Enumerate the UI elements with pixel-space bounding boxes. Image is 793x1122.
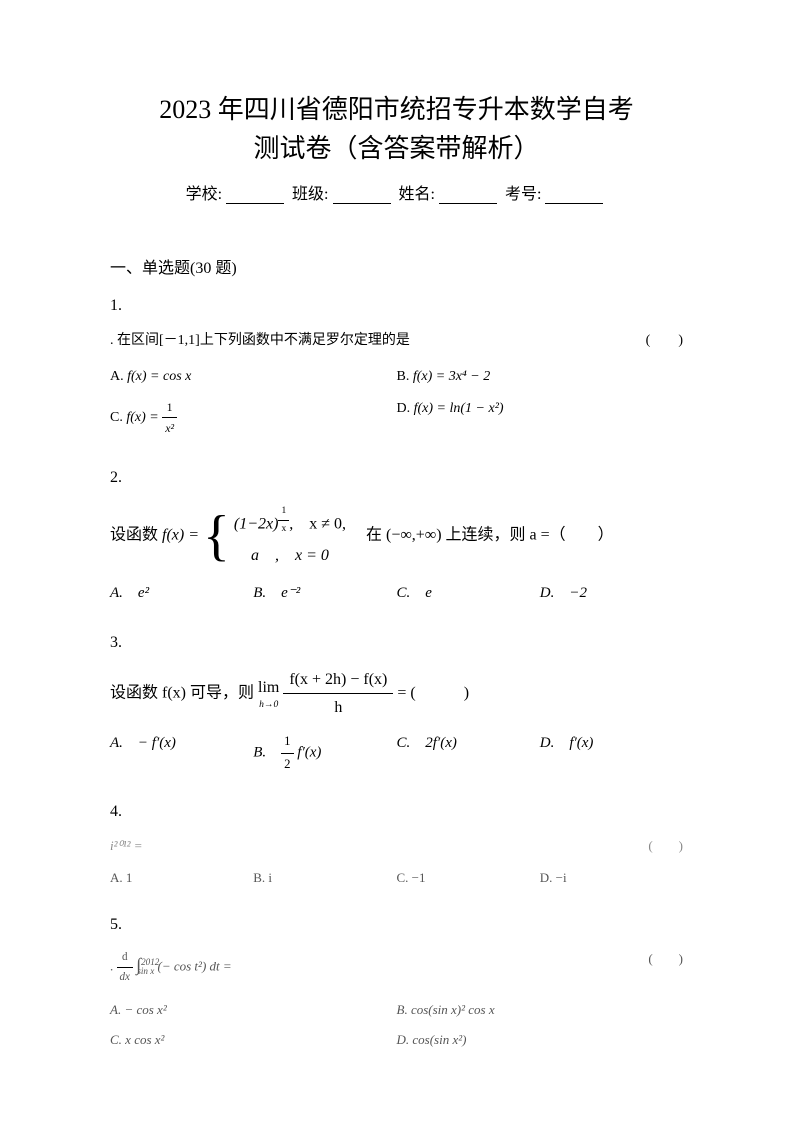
school-label: 学校:: [186, 186, 222, 203]
q5-option-a[interactable]: A. − cos x²: [110, 995, 397, 1025]
class-blank[interactable]: [333, 186, 391, 204]
q1-paren: ( ): [646, 329, 683, 353]
q2-stem: 设函数 f(x) = { (1−2x)1x, x ≠ 0, a , x = 0 …: [110, 501, 683, 571]
q2-option-c[interactable]: C. e: [397, 581, 540, 607]
q1-number: 1.: [110, 292, 683, 319]
q5-options: A. − cos x² B. cos(sin x)² cos x C. x co…: [110, 995, 683, 1055]
q3-option-a[interactable]: A. − f′(x): [110, 731, 253, 775]
q4-options: A. 1 B. i C. −1 D. −i: [110, 867, 683, 889]
q1-option-b[interactable]: B. f(x) = 3x⁴ − 2: [397, 361, 684, 393]
q3-number: 3.: [110, 629, 683, 656]
q1-options: A. f(x) = cos x B. f(x) = 3x⁴ − 2 C. f(x…: [110, 361, 683, 442]
q5-option-c[interactable]: C. x cos x²: [110, 1025, 397, 1055]
q4-option-b[interactable]: B. i: [253, 867, 396, 889]
q4-option-c[interactable]: C. −1: [397, 867, 540, 889]
section-1-header: 一、单选题(30 题): [110, 254, 683, 278]
title-line-2: 测试卷（含答案带解析）: [110, 129, 683, 168]
student-info-line: 学校: 班级: 姓名: 考号:: [110, 180, 683, 204]
question-3: 3. 设函数 f(x) 可导，则 lim h→0 f(x + 2h) − f(x…: [110, 629, 683, 776]
examno-label: 考号:: [505, 186, 541, 203]
q4-stem: i²⁰¹² = ( ): [110, 835, 683, 857]
examno-blank[interactable]: [545, 186, 603, 204]
q2-options: A. e² B. e⁻² C. e D. −2: [110, 581, 683, 607]
q3-option-c[interactable]: C. 2f′(x): [397, 731, 540, 775]
exam-title: 2023 年四川省德阳市统招专升本数学自考 测试卷（含答案带解析）: [110, 90, 683, 168]
q1-stem: . 在区间[－1,1]上下列函数中不满足罗尔定理的是 ( ): [110, 329, 683, 353]
q2-option-b[interactable]: B. e⁻²: [253, 581, 396, 607]
q2-number: 2.: [110, 464, 683, 491]
q4-paren: ( ): [648, 835, 683, 857]
question-5: 5. . d dx ∫2012sin x (− cos t²) dt = ( )…: [110, 911, 683, 1055]
q3-option-b[interactable]: B. 12 f′(x): [253, 731, 396, 775]
question-4: 4. i²⁰¹² = ( ) A. 1 B. i C. −1 D. −i: [110, 798, 683, 889]
q3-options: A. − f′(x) B. 12 f′(x) C. 2f′(x) D. f′(x…: [110, 731, 683, 775]
limit-symbol: lim h→0: [258, 674, 279, 713]
q3-option-d[interactable]: D. f′(x): [540, 731, 683, 775]
q4-number: 4.: [110, 798, 683, 825]
q3-stem: 设函数 f(x) 可导，则 lim h→0 f(x + 2h) − f(x) h…: [110, 666, 683, 721]
q1-option-c[interactable]: C. f(x) = 1x²: [110, 393, 397, 442]
q4-option-a[interactable]: A. 1: [110, 867, 253, 889]
question-1: 1. . 在区间[－1,1]上下列函数中不满足罗尔定理的是 ( ) A. f(x…: [110, 292, 683, 442]
q2-piecewise: { (1−2x)1x, x ≠ 0, a , x = 0: [203, 501, 346, 571]
q5-stem: . d dx ∫2012sin x (− cos t²) dt = ( ): [110, 948, 683, 987]
question-2: 2. 设函数 f(x) = { (1−2x)1x, x ≠ 0, a , x =…: [110, 464, 683, 607]
q5-option-b[interactable]: B. cos(sin x)² cos x: [397, 995, 684, 1025]
q2-option-d[interactable]: D. −2: [540, 581, 683, 607]
title-line-1: 2023 年四川省德阳市统招专升本数学自考: [110, 90, 683, 129]
q5-number: 5.: [110, 911, 683, 938]
school-blank[interactable]: [226, 186, 284, 204]
q5-option-d[interactable]: D. cos(sin x²): [397, 1025, 684, 1055]
q1-option-d[interactable]: D. f(x) = ln(1 − x²): [397, 393, 684, 442]
q1-stem-text: . 在区间[－1,1]上下列函数中不满足罗尔定理的是: [110, 333, 410, 348]
class-label: 班级:: [292, 186, 328, 203]
q1-option-a[interactable]: A. f(x) = cos x: [110, 361, 397, 393]
q4-option-d[interactable]: D. −i: [540, 867, 683, 889]
q2-option-a[interactable]: A. e²: [110, 581, 253, 607]
left-brace-icon: {: [203, 508, 230, 564]
name-blank[interactable]: [439, 186, 497, 204]
name-label: 姓名:: [399, 186, 435, 203]
q5-paren: ( ): [648, 948, 683, 970]
